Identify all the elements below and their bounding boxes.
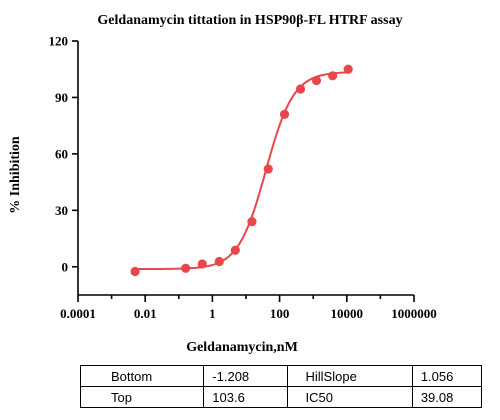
x-tick-label: 0.01 — [134, 306, 157, 321]
fit-curve-layer — [135, 71, 349, 271]
x-tick-label: 0.0001 — [60, 306, 96, 321]
data-point — [295, 84, 306, 94]
chart-title: Geldanamycin tittation in HSP90β-FL HTRF… — [97, 13, 402, 28]
y-axis-label: % Inhibition — [8, 136, 23, 214]
x-tick-label: 100 — [270, 306, 290, 321]
data-point — [130, 266, 140, 277]
param-label-hillslope: HillSlope — [286, 365, 413, 387]
dose-response-chart: Geldanamycin tittation in HSP90β-FL HTRF… — [8, 13, 437, 355]
data-point — [230, 245, 240, 255]
data-point — [263, 164, 273, 174]
data-point — [328, 71, 338, 81]
fit-curve — [135, 71, 349, 271]
x-tick-label: 10000 — [331, 306, 364, 321]
data-point — [279, 109, 290, 119]
param-label-ic50: IC50 — [286, 386, 413, 408]
x-tick-label: 1 — [209, 306, 216, 321]
param-value-ic50: 39.08 — [411, 386, 483, 408]
x-tick-label: 1000000 — [391, 306, 437, 321]
param-label-top: Top — [79, 386, 205, 408]
y-tick-label: 120 — [49, 34, 69, 49]
param-label-bottom: Bottom — [79, 365, 205, 387]
x-axis-label: Geldanamycin,nM — [186, 340, 298, 355]
table-row: Bottom -1.208 HillSlope 1.056 — [79, 365, 483, 387]
table-row: Top 103.6 IC50 39.08 — [79, 386, 483, 408]
data-point — [311, 75, 322, 86]
y-tick-label: 90 — [55, 90, 68, 105]
data-point — [214, 256, 224, 267]
y-tick-label: 0 — [62, 259, 69, 274]
fit-parameters-table: Bottom -1.208 HillSlope 1.056 Top 103.6 … — [79, 365, 483, 408]
axes: 0 30 60 90 120 0.0001 0.01 1 100 10000 1000000 — [49, 34, 437, 322]
param-value-top: 103.6 — [203, 386, 288, 408]
data-point — [343, 64, 353, 74]
data-point — [247, 217, 257, 227]
data-points-layer — [130, 64, 353, 277]
data-point — [197, 259, 207, 269]
y-tick-label: 60 — [55, 146, 68, 161]
param-value-hillslope: 1.056 — [411, 365, 483, 387]
data-point — [181, 263, 191, 273]
param-value-bottom: -1.208 — [203, 365, 288, 387]
y-tick-label: 30 — [55, 203, 68, 218]
